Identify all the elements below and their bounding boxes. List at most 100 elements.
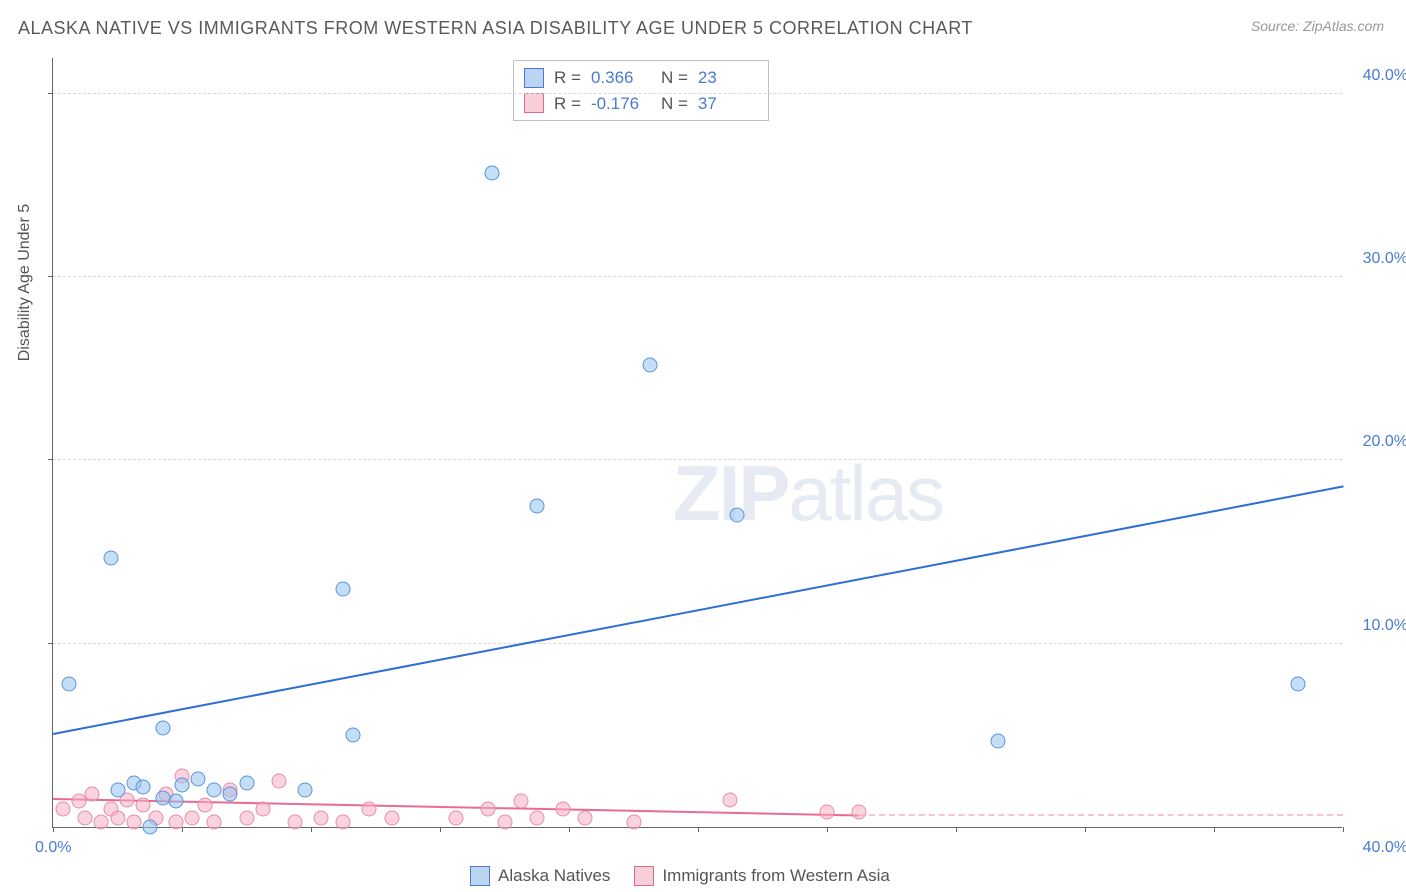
- data-point: [175, 777, 190, 792]
- tick-mark-x: [311, 827, 312, 832]
- legend-label-blue: Alaska Natives: [498, 866, 610, 886]
- data-point: [297, 783, 312, 798]
- data-point: [449, 810, 464, 825]
- legend-bottom: Alaska Natives Immigrants from Western A…: [470, 866, 890, 886]
- y-tick-label: 40.0%: [1348, 67, 1406, 85]
- data-point: [1290, 677, 1305, 692]
- data-point: [136, 779, 151, 794]
- y-tick-label: 30.0%: [1348, 250, 1406, 268]
- data-point: [84, 787, 99, 802]
- data-point: [313, 810, 328, 825]
- n-label: N =: [661, 91, 688, 117]
- data-point: [207, 814, 222, 829]
- data-point: [384, 810, 399, 825]
- x-axis-min-label: 0.0%: [35, 839, 71, 857]
- y-tick-label: 20.0%: [1348, 433, 1406, 451]
- data-point: [110, 783, 125, 798]
- tick-mark-y: [48, 643, 53, 644]
- data-point: [578, 810, 593, 825]
- data-point: [55, 801, 70, 816]
- swatch-pink-icon: [524, 93, 544, 113]
- gridline-h: [53, 643, 1342, 644]
- stats-row-pink: R = -0.176 N = 37: [524, 91, 758, 117]
- tick-mark-x: [440, 827, 441, 832]
- data-point: [223, 787, 238, 802]
- stats-row-blue: R = 0.366 N = 23: [524, 65, 758, 91]
- source-attribution: Source: ZipAtlas.com: [1251, 18, 1384, 34]
- data-point: [529, 810, 544, 825]
- trend-line: [859, 814, 1343, 816]
- swatch-pink-icon: [634, 866, 654, 886]
- tick-mark-y: [48, 459, 53, 460]
- tick-mark-y: [48, 276, 53, 277]
- data-point: [184, 810, 199, 825]
- legend-item-blue: Alaska Natives: [470, 866, 610, 886]
- r-label: R =: [554, 65, 581, 91]
- watermark: ZIPatlas: [673, 448, 943, 539]
- r-value-blue: 0.366: [591, 65, 651, 91]
- data-point: [484, 165, 499, 180]
- data-point: [126, 814, 141, 829]
- tick-mark-x: [182, 827, 183, 832]
- r-value-pink: -0.176: [591, 91, 651, 117]
- swatch-blue-icon: [470, 866, 490, 886]
- tick-mark-x: [1343, 827, 1344, 832]
- watermark-atlas: atlas: [788, 449, 943, 537]
- r-label: R =: [554, 91, 581, 117]
- plot-area: ZIPatlas R = 0.366 N = 23 R = -0.176 N =…: [52, 58, 1342, 828]
- data-point: [336, 581, 351, 596]
- n-value-blue: 23: [698, 65, 758, 91]
- data-point: [239, 776, 254, 791]
- data-point: [255, 801, 270, 816]
- gridline-h: [53, 93, 1342, 94]
- data-point: [136, 798, 151, 813]
- data-point: [555, 801, 570, 816]
- data-point: [94, 814, 109, 829]
- tick-mark-x: [698, 827, 699, 832]
- gridline-h: [53, 276, 1342, 277]
- y-tick-label: 10.0%: [1348, 617, 1406, 635]
- data-point: [271, 774, 286, 789]
- data-point: [362, 801, 377, 816]
- data-point: [191, 772, 206, 787]
- n-value-pink: 37: [698, 91, 758, 117]
- data-point: [990, 733, 1005, 748]
- data-point: [104, 550, 119, 565]
- chart-title: ALASKA NATIVE VS IMMIGRANTS FROM WESTERN…: [18, 18, 973, 39]
- data-point: [642, 358, 657, 373]
- data-point: [513, 794, 528, 809]
- n-label: N =: [661, 65, 688, 91]
- data-point: [497, 814, 512, 829]
- legend-label-pink: Immigrants from Western Asia: [662, 866, 889, 886]
- data-point: [155, 721, 170, 736]
- swatch-blue-icon: [524, 68, 544, 88]
- tick-mark-x: [569, 827, 570, 832]
- watermark-zip: ZIP: [673, 449, 788, 537]
- data-point: [345, 728, 360, 743]
- tick-mark-x: [827, 827, 828, 832]
- tick-mark-y: [48, 93, 53, 94]
- data-point: [78, 810, 93, 825]
- tick-mark-x: [1085, 827, 1086, 832]
- data-point: [820, 805, 835, 820]
- data-point: [142, 820, 157, 835]
- data-point: [197, 798, 212, 813]
- data-point: [626, 814, 641, 829]
- data-point: [62, 677, 77, 692]
- gridline-h: [53, 459, 1342, 460]
- data-point: [239, 810, 254, 825]
- data-point: [287, 814, 302, 829]
- x-axis-max-label: 40.0%: [1363, 839, 1406, 857]
- data-point: [729, 508, 744, 523]
- tick-mark-x: [53, 827, 54, 832]
- data-point: [110, 810, 125, 825]
- data-point: [529, 499, 544, 514]
- data-point: [168, 794, 183, 809]
- stats-legend-box: R = 0.366 N = 23 R = -0.176 N = 37: [513, 60, 769, 121]
- y-axis-label: Disability Age Under 5: [16, 204, 34, 361]
- tick-mark-x: [956, 827, 957, 832]
- data-point: [723, 792, 738, 807]
- data-point: [852, 805, 867, 820]
- data-point: [481, 801, 496, 816]
- data-point: [336, 814, 351, 829]
